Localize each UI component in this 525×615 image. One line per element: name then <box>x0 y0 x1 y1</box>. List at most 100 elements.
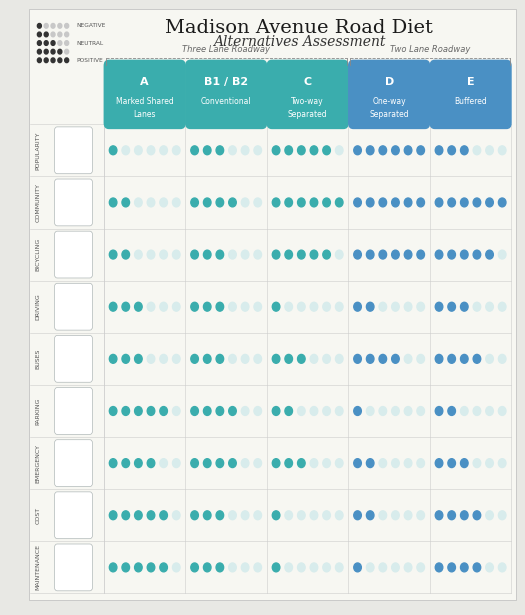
Circle shape <box>473 354 481 363</box>
Circle shape <box>272 146 280 155</box>
Circle shape <box>435 511 443 520</box>
Circle shape <box>37 49 41 54</box>
Circle shape <box>335 354 343 363</box>
Circle shape <box>216 407 224 415</box>
Circle shape <box>392 303 399 311</box>
Circle shape <box>486 563 493 572</box>
Text: BICYCLING: BICYCLING <box>35 238 40 271</box>
FancyBboxPatch shape <box>348 60 430 129</box>
Circle shape <box>285 511 292 520</box>
Circle shape <box>65 49 69 54</box>
Circle shape <box>448 146 456 155</box>
Circle shape <box>44 49 48 54</box>
Circle shape <box>460 511 468 520</box>
Circle shape <box>173 198 180 207</box>
Circle shape <box>366 303 374 311</box>
Circle shape <box>310 354 318 363</box>
Circle shape <box>229 407 236 415</box>
Circle shape <box>354 146 361 155</box>
Text: B1 / B2: B1 / B2 <box>204 77 248 87</box>
Text: Two Lane Roadway: Two Lane Roadway <box>390 44 470 54</box>
Circle shape <box>435 303 443 311</box>
Text: COMMUNITY: COMMUNITY <box>35 183 40 222</box>
Circle shape <box>473 407 481 415</box>
Circle shape <box>366 563 374 572</box>
Circle shape <box>204 146 211 155</box>
Circle shape <box>392 354 399 363</box>
Circle shape <box>392 563 399 572</box>
Circle shape <box>323 250 330 259</box>
Circle shape <box>58 49 62 54</box>
Circle shape <box>191 511 198 520</box>
Circle shape <box>366 354 374 363</box>
Circle shape <box>448 459 456 467</box>
Circle shape <box>379 146 386 155</box>
Circle shape <box>285 198 292 207</box>
Circle shape <box>229 459 236 467</box>
FancyBboxPatch shape <box>55 544 92 591</box>
Circle shape <box>366 198 374 207</box>
Circle shape <box>392 407 399 415</box>
Circle shape <box>254 459 261 467</box>
Circle shape <box>160 354 167 363</box>
Circle shape <box>109 511 117 520</box>
Circle shape <box>460 146 468 155</box>
Circle shape <box>486 459 493 467</box>
Circle shape <box>310 198 318 207</box>
Circle shape <box>216 563 224 572</box>
Circle shape <box>310 407 318 415</box>
Circle shape <box>216 459 224 467</box>
Circle shape <box>147 407 155 415</box>
Circle shape <box>216 354 224 363</box>
FancyBboxPatch shape <box>55 231 92 278</box>
Circle shape <box>379 303 386 311</box>
Circle shape <box>242 303 249 311</box>
Circle shape <box>323 459 330 467</box>
Text: Separated: Separated <box>369 110 409 119</box>
Circle shape <box>242 198 249 207</box>
Circle shape <box>122 146 130 155</box>
Circle shape <box>191 198 198 207</box>
Circle shape <box>122 250 130 259</box>
Circle shape <box>404 459 412 467</box>
Text: Lanes: Lanes <box>133 110 156 119</box>
Text: MAINTENANCE: MAINTENANCE <box>35 544 40 590</box>
Circle shape <box>122 459 130 467</box>
Circle shape <box>191 459 198 467</box>
Circle shape <box>109 354 117 363</box>
Circle shape <box>404 198 412 207</box>
Circle shape <box>323 303 330 311</box>
Circle shape <box>354 198 361 207</box>
Circle shape <box>134 146 142 155</box>
FancyBboxPatch shape <box>267 60 349 129</box>
Circle shape <box>191 354 198 363</box>
Text: POSITIVE: POSITIVE <box>77 58 103 63</box>
Circle shape <box>379 511 386 520</box>
Circle shape <box>473 563 481 572</box>
Circle shape <box>122 563 130 572</box>
FancyBboxPatch shape <box>429 60 512 129</box>
Circle shape <box>51 41 55 46</box>
Circle shape <box>191 407 198 415</box>
Circle shape <box>160 146 167 155</box>
Circle shape <box>460 250 468 259</box>
Circle shape <box>285 563 292 572</box>
Text: DRIVING: DRIVING <box>35 293 40 320</box>
Circle shape <box>147 250 155 259</box>
Circle shape <box>323 198 330 207</box>
Circle shape <box>109 146 117 155</box>
FancyBboxPatch shape <box>55 387 92 434</box>
Text: COST: COST <box>35 507 40 524</box>
Circle shape <box>272 250 280 259</box>
Circle shape <box>229 563 236 572</box>
Circle shape <box>254 511 261 520</box>
Circle shape <box>498 303 506 311</box>
Circle shape <box>473 511 481 520</box>
FancyBboxPatch shape <box>55 127 92 173</box>
FancyBboxPatch shape <box>55 492 92 539</box>
Text: E: E <box>467 77 475 87</box>
Circle shape <box>109 303 117 311</box>
Circle shape <box>65 23 69 28</box>
Circle shape <box>366 407 374 415</box>
Circle shape <box>335 198 343 207</box>
